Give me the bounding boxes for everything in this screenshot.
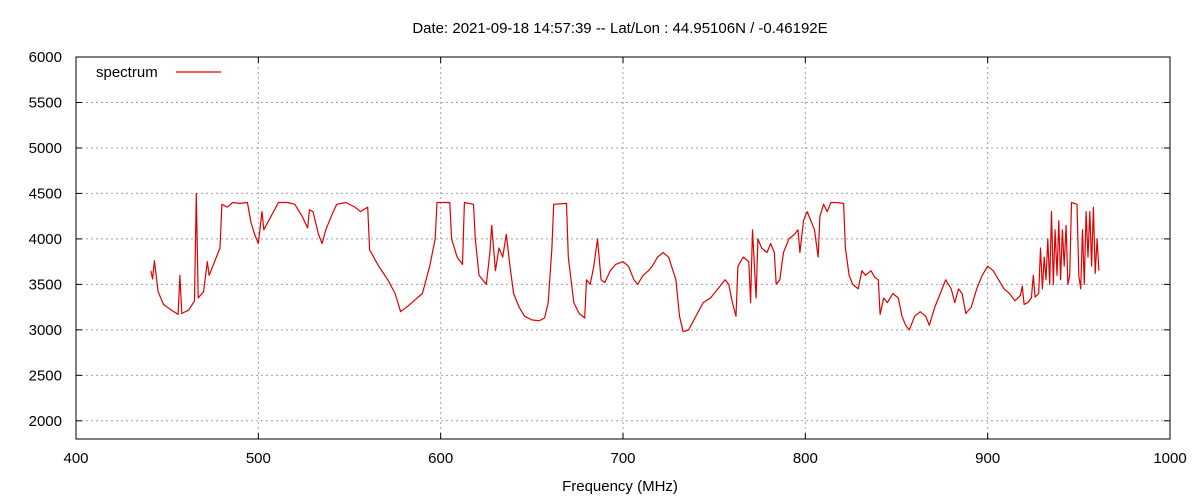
y-tick-label: 4500 bbox=[29, 185, 62, 202]
y-tick-label: 4000 bbox=[29, 231, 62, 248]
y-tick-label: 6000 bbox=[29, 49, 62, 66]
legend: spectrum bbox=[96, 64, 221, 81]
x-tick-label: 800 bbox=[793, 450, 818, 467]
x-axis-tick-labels: 400 500 600 700 800 900 1000 bbox=[63, 450, 1186, 467]
x-tick-label: 600 bbox=[428, 450, 453, 467]
y-tick-label: 2000 bbox=[29, 413, 62, 430]
x-tick-label: 500 bbox=[246, 450, 271, 467]
x-tick-label: 900 bbox=[975, 450, 1000, 467]
x-axis-title: Frequency (MHz) bbox=[562, 478, 678, 495]
y-tick-label: 3000 bbox=[29, 322, 62, 339]
series-layer bbox=[150, 192, 1100, 333]
y-tick-label: 5000 bbox=[29, 140, 62, 157]
chart-title: Date: 2021-09-18 14:57:39 -- Lat/Lon : 4… bbox=[412, 20, 827, 37]
grid-lines bbox=[76, 57, 1170, 439]
y-tick-label: 5500 bbox=[29, 94, 62, 111]
y-tick-label: 3500 bbox=[29, 276, 62, 293]
y-tick-label: 2500 bbox=[29, 367, 62, 384]
series-line-spectrum bbox=[150, 192, 1100, 333]
x-tick-label: 1000 bbox=[1153, 450, 1186, 467]
x-tick-label: 400 bbox=[63, 450, 88, 467]
plot-frame bbox=[75, 56, 1171, 440]
x-tick-label: 700 bbox=[610, 450, 635, 467]
legend-label: spectrum bbox=[96, 64, 158, 81]
y-axis-tick-labels: 2000 2500 3000 3500 4000 4500 5000 5500 6000 bbox=[29, 49, 62, 430]
